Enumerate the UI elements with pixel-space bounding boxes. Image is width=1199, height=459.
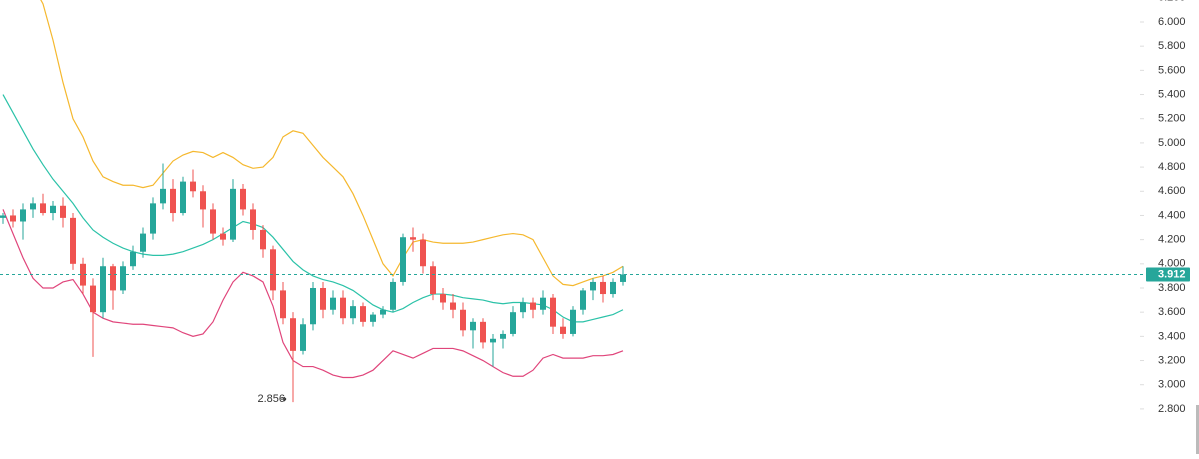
candle-body: [180, 181, 186, 214]
candle-body: [560, 326, 566, 334]
candle-body: [130, 251, 136, 267]
candle-body: [510, 312, 516, 334]
candle-body: [30, 203, 36, 210]
candle-body: [480, 321, 486, 343]
candle-body: [450, 302, 456, 310]
candle-body: [200, 191, 206, 210]
candle-body: [370, 314, 376, 322]
candle-body: [600, 281, 606, 295]
last-price-label: 3.912: [1158, 268, 1186, 280]
candle-body: [80, 263, 86, 286]
candle-body: [230, 188, 236, 240]
low-marker-arrow: [281, 396, 287, 402]
candle-body: [320, 287, 326, 310]
candle-body: [240, 188, 246, 210]
candle-body: [270, 249, 276, 291]
low-marker-label: 2.856: [257, 393, 285, 405]
candle-body: [440, 294, 446, 303]
candle-body: [360, 306, 366, 322]
candle-body: [340, 297, 346, 319]
y-tick-label: 5.600: [1158, 64, 1186, 76]
candle-body: [60, 205, 66, 218]
candle-body: [400, 237, 406, 282]
y-tick-label: 4.600: [1158, 185, 1186, 197]
candle-body: [160, 188, 166, 204]
candle-body: [70, 217, 76, 264]
candle-body: [260, 229, 266, 250]
candle-body: [530, 302, 536, 310]
candle-body: [610, 281, 616, 295]
candle-body: [500, 333, 506, 339]
candle-body: [110, 266, 116, 291]
y-tick-label: 5.400: [1158, 88, 1186, 100]
y-tick-label: 3.600: [1158, 306, 1186, 318]
y-tick-label: 5.200: [1158, 113, 1186, 125]
candle-body: [620, 274, 626, 282]
candle-body: [420, 239, 426, 267]
candle-body: [490, 338, 496, 343]
y-tick-label: 3.800: [1158, 282, 1186, 294]
candle-body: [190, 181, 196, 192]
candle-body: [150, 203, 156, 234]
y-tick-label: 3.000: [1158, 379, 1186, 391]
candle-body: [290, 318, 296, 351]
candle-body: [100, 266, 106, 313]
candle-body: [540, 297, 546, 310]
candle-body: [50, 205, 56, 214]
candle-body: [550, 297, 556, 327]
candle-body: [10, 215, 16, 222]
candle-body: [220, 233, 226, 240]
candle-body: [390, 281, 396, 310]
candle-body: [580, 290, 586, 310]
candle-body: [280, 290, 286, 319]
candle-body: [350, 306, 356, 319]
y-tick-label: 5.800: [1158, 40, 1186, 52]
candle-body: [40, 203, 46, 214]
band-line: [40, 0, 624, 287]
last-price-box: [1146, 267, 1190, 282]
candle-body: [570, 309, 576, 334]
candle-body: [430, 266, 436, 295]
y-tick-label: 4.800: [1158, 161, 1186, 173]
y-tick-label: 6.000: [1158, 16, 1186, 28]
candle-body: [470, 321, 476, 331]
band-line: [2, 94, 624, 323]
candle-body: [410, 237, 416, 240]
y-tick-label: 3.200: [1158, 354, 1186, 366]
candle-body: [330, 297, 336, 310]
candle-body: [210, 209, 216, 234]
candle-body: [140, 233, 146, 252]
y-tick-label: 5.000: [1158, 137, 1186, 149]
candle-body: [90, 285, 96, 313]
y-tick-label: 3.400: [1158, 330, 1186, 342]
candle-body: [520, 302, 526, 313]
candle-body: [120, 266, 126, 291]
candle-body: [0, 215, 6, 218]
y-tick-label: 4.400: [1158, 209, 1186, 221]
candle-body: [460, 309, 466, 331]
y-tick-label: 4.000: [1158, 258, 1186, 270]
band-line: [2, 209, 624, 379]
candle-body: [310, 287, 316, 325]
y-tick-label: 4.200: [1158, 234, 1186, 246]
candle-body: [300, 324, 306, 351]
candle-body: [250, 209, 256, 230]
candle-body: [590, 281, 596, 291]
y-tick-label: 6.200: [1158, 0, 1186, 4]
plot-area: [0, 0, 626, 403]
candle-body: [170, 188, 176, 214]
scrollbar: [1196, 405, 1199, 454]
candle-body: [380, 309, 386, 315]
y-tick-label: 2.800: [1158, 403, 1186, 415]
candle-body: [20, 209, 26, 222]
